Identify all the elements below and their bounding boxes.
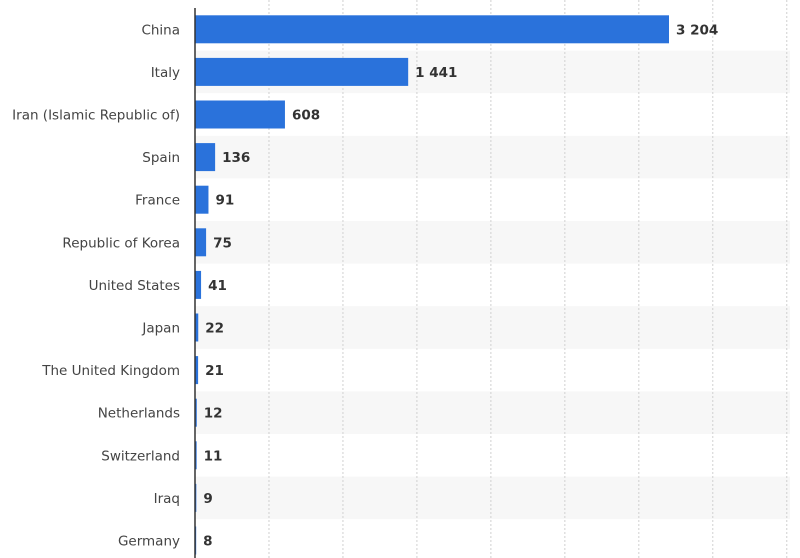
value-label: 136 bbox=[222, 150, 250, 166]
value-label: 22 bbox=[205, 321, 224, 337]
category-label: China bbox=[141, 22, 180, 38]
category-label: Spain bbox=[142, 150, 180, 166]
bar bbox=[195, 185, 209, 214]
value-label: 41 bbox=[208, 278, 227, 294]
value-label: 1 441 bbox=[415, 65, 457, 81]
category-label: Japan bbox=[141, 321, 180, 337]
bar bbox=[195, 143, 216, 172]
bar bbox=[195, 15, 669, 44]
category-label: The United Kingdom bbox=[41, 363, 180, 379]
bar bbox=[195, 100, 285, 129]
category-label: France bbox=[135, 193, 180, 209]
value-label: 3 204 bbox=[676, 22, 718, 38]
bar bbox=[195, 441, 197, 470]
bar bbox=[195, 313, 199, 342]
row-stripe bbox=[195, 135, 790, 179]
grid-lines bbox=[268, 0, 788, 558]
category-label: Switzerland bbox=[101, 448, 180, 464]
value-label: 12 bbox=[204, 406, 223, 422]
category-label: Iran (Islamic Republic of) bbox=[12, 108, 180, 124]
category-labels: China Italy Iran (Islamic Republic of) Spai… bbox=[12, 22, 180, 549]
row-stripe bbox=[195, 221, 790, 264]
bar bbox=[195, 398, 197, 427]
row-stripe bbox=[195, 391, 790, 434]
bars bbox=[195, 15, 669, 555]
row-stripe bbox=[195, 476, 790, 520]
row-stripes bbox=[195, 50, 790, 520]
value-labels: 3 204 1 441 608 136 91 75 41 22 21 12 11 9 8 bbox=[203, 22, 718, 549]
category-label: Iraq bbox=[154, 491, 180, 507]
value-label: 8 bbox=[203, 534, 212, 550]
bar bbox=[195, 356, 199, 385]
category-label: Republic of Korea bbox=[62, 235, 180, 251]
category-label: Germany bbox=[118, 534, 180, 550]
value-label: 11 bbox=[204, 448, 223, 464]
value-label: 9 bbox=[203, 491, 212, 507]
bar bbox=[195, 228, 207, 257]
bar bbox=[195, 57, 409, 86]
category-label: Italy bbox=[151, 65, 180, 81]
bar bbox=[195, 270, 202, 299]
row-stripe bbox=[195, 306, 790, 349]
category-label: United States bbox=[89, 278, 180, 294]
value-label: 91 bbox=[215, 193, 234, 209]
value-label: 608 bbox=[292, 108, 320, 124]
value-label: 75 bbox=[213, 235, 232, 251]
category-label: Netherlands bbox=[98, 406, 180, 422]
value-label: 21 bbox=[205, 363, 224, 379]
